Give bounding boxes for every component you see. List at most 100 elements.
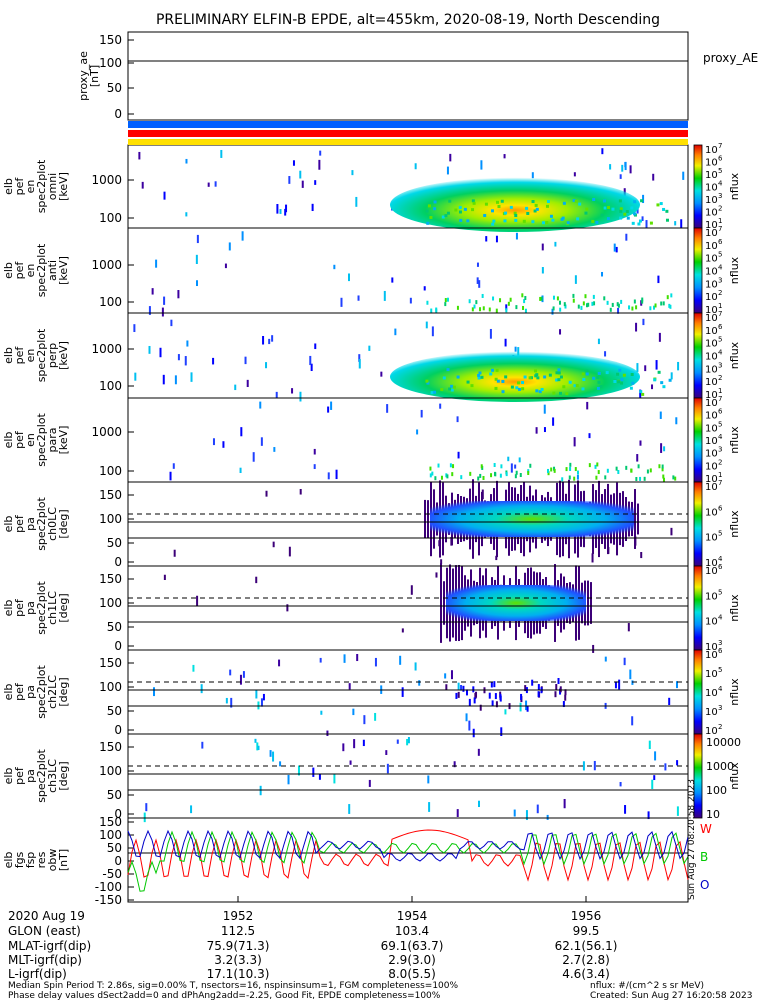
flux-pixel [450,388,454,392]
noise-pixel [500,727,503,737]
row-l-1: 17.1(10.3) [207,967,270,981]
ylabel-line: anti [46,260,59,281]
colorbar-label: 10 [705,591,718,602]
flux-pixel [509,205,513,209]
flux-pixel [534,203,538,207]
flux-pixel [662,207,666,211]
flux-pixel [556,296,559,301]
flux-pixel [494,386,498,390]
colorbar-exponent: 4 [718,614,723,622]
ylabel-line: pef [13,430,26,449]
flux-pixel [559,391,563,395]
noise-pixel [259,401,262,409]
x-tick-1956: 1956 [571,909,602,923]
row-mlt-2: 2.9(3.0) [388,953,436,967]
flux-pixel [568,475,571,480]
noise-pixel [504,338,507,347]
colorbar-exponent: 6 [718,238,723,246]
flux-pixel [535,389,539,393]
noise-pixel [173,549,176,557]
colorbar-label: 10 [705,183,718,194]
noise-pixel [287,774,290,785]
noise-pixel [450,670,453,680]
fgs-trace-b [127,830,689,892]
flux-pixel [484,202,488,206]
noise-pixel [348,804,351,814]
colorbar-label: 10 [705,352,718,363]
noise-pixel [629,165,632,174]
tick-label: 100 [99,56,122,70]
pa-column [424,499,426,539]
spectrogram-layer [133,148,685,823]
flux-pixel [633,299,636,304]
colorbar-exponent: 7 [718,142,722,150]
tick-label: 150 [99,33,122,47]
noise-pixel [476,262,479,267]
flux-pixel [625,465,628,470]
noise-pixel [229,669,232,676]
noise-pixel [677,361,680,371]
tick-label: 50 [107,841,122,855]
flux-pixel [566,221,570,225]
flux-pixel [533,209,537,213]
noise-pixel [440,559,443,565]
colorbar-exponent: 4 [718,685,723,693]
noise-pixel [495,555,498,561]
pa-pixel [495,701,498,708]
flux-pixel [526,211,530,215]
flux-pixel [617,469,620,474]
colorbar-unit: nflux [728,594,741,622]
colorbar-label: 10 [705,642,718,653]
colorbar-label: 10 [705,377,718,388]
colorbar-exponent: 5 [718,530,722,538]
colorbar-label: 10 [705,364,718,375]
noise-pixel [299,170,302,179]
colorbar-label: 10 [705,533,718,544]
flux-pixel [662,477,665,482]
panel-frame [127,649,689,735]
flux-region [390,351,640,402]
flux-pixel [625,210,629,214]
noise-pixel [240,427,243,437]
flux-pixel [620,381,624,385]
colorbar-exponent: 2 [718,374,722,382]
noise-pixel [326,730,329,736]
noise-pixel [597,338,600,345]
row-mlat-2: 69.1(63.7) [381,939,444,953]
colorbar-exponent: 1 [718,217,722,225]
noise-pixel [654,751,657,761]
panels: proxy_ae[nT]150100500elbpefenspec2plotom… [2,33,134,907]
ylabel-line: pef [13,598,26,617]
fgs-trace-o [127,829,689,862]
noise-pixel [177,290,180,299]
noise-pixel [260,698,263,707]
flux-pixel [629,386,633,390]
noise-pixel [601,271,604,277]
colorbar-label: 10 [705,305,718,316]
flux-pixel [505,472,508,477]
pa-column [427,500,429,538]
noise-pixel [244,356,247,365]
flux-pixel [662,301,665,306]
noise-pixel [163,191,166,200]
colorbar-gradient [693,144,703,229]
noise-pixel [268,338,271,345]
colorbar-label: 10 [705,254,718,265]
noise-pixel [327,406,330,413]
noise-pixel [275,391,278,399]
noise-pixel [262,693,265,701]
noise-pixel [468,720,471,731]
noise-pixel [476,277,479,284]
noise-pixel [163,574,166,581]
noise-pixel [513,809,516,817]
flux-pixel [468,299,471,304]
noise-pixel [386,404,389,413]
flux-pixel [471,208,475,212]
pa-pixel [473,697,476,704]
flux-pixel [555,378,559,382]
